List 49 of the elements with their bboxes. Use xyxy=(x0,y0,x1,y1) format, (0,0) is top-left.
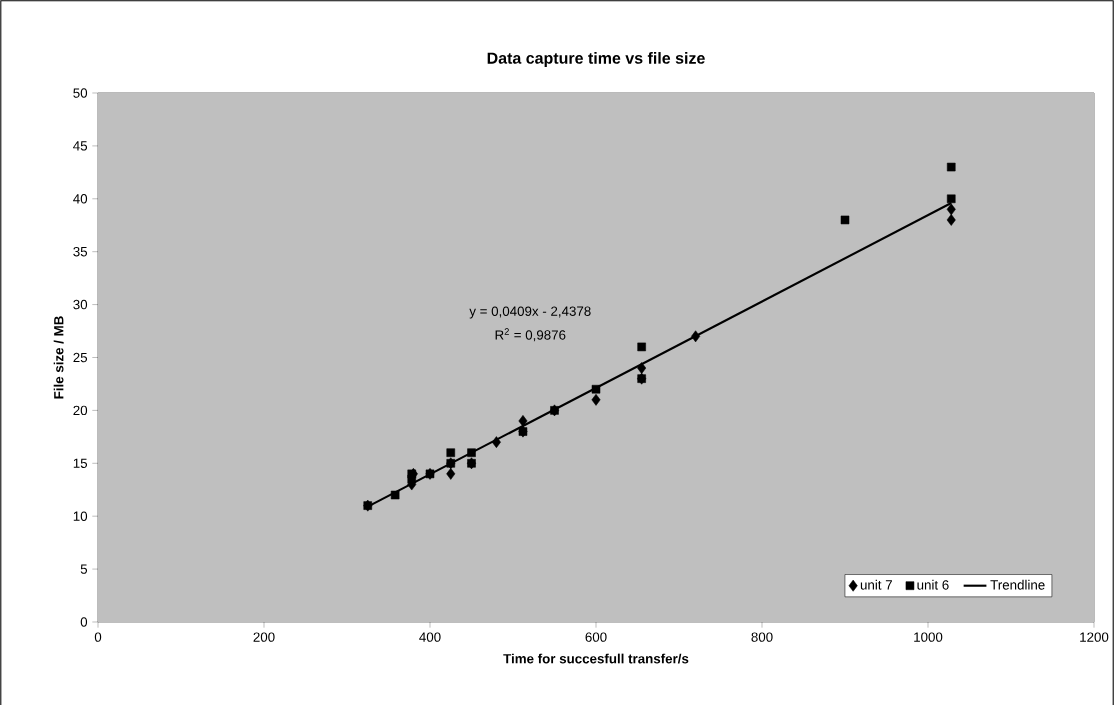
point xyxy=(840,215,850,225)
y-tick-label: 50 xyxy=(73,88,88,98)
y-tick-label: 35 xyxy=(73,246,88,257)
point xyxy=(946,214,956,226)
point xyxy=(946,194,956,204)
y-tick-label: 20 xyxy=(73,405,88,416)
point xyxy=(446,448,456,457)
point xyxy=(591,393,601,406)
y-tick-label: 0 xyxy=(80,617,88,627)
point xyxy=(691,330,701,343)
x-tick-label: 400 xyxy=(419,632,441,642)
y-tick-label: 30 xyxy=(73,299,88,310)
point xyxy=(425,469,435,479)
x-tick-label: 1000 xyxy=(914,632,943,642)
point xyxy=(591,384,601,394)
y-tick-label: 15 xyxy=(73,458,88,468)
legend-label: Trendline xyxy=(990,579,1045,590)
x-tick-label: 1200 xyxy=(1080,632,1109,642)
point xyxy=(637,374,646,383)
point xyxy=(518,415,528,427)
point xyxy=(363,501,373,510)
x-tick-label: 200 xyxy=(253,632,275,642)
x-axis-title: Time for succesfull transfer/s xyxy=(503,653,689,664)
y-tick-label: 5 xyxy=(80,564,88,574)
x-tick-label: 0 xyxy=(94,632,102,642)
x-tick-label: 600 xyxy=(585,632,607,642)
point xyxy=(946,162,956,172)
y-tick-label: 45 xyxy=(73,141,88,151)
point xyxy=(446,468,456,480)
y-tick-label: 40 xyxy=(73,194,88,204)
point xyxy=(390,490,400,500)
legend-label: unit 7 xyxy=(860,579,892,590)
y-tick-label: 25 xyxy=(73,352,88,363)
point xyxy=(467,448,476,457)
point xyxy=(491,436,501,448)
chart-title: Data capture time vs file size xyxy=(487,52,705,67)
y-axis-title: File size / MB xyxy=(53,316,64,399)
point xyxy=(518,427,528,436)
y-tick-label: 10 xyxy=(73,511,88,521)
point xyxy=(467,459,476,468)
point xyxy=(637,342,646,352)
point xyxy=(550,406,559,415)
point xyxy=(946,203,956,216)
x-tick-label: 800 xyxy=(751,632,773,642)
legend-label: unit 6 xyxy=(917,579,949,590)
annotation: y = 0,0409x - 2,4378 xyxy=(469,306,591,319)
point xyxy=(637,362,647,374)
annotation: R$^{2}$ = 0,9876 xyxy=(495,328,566,342)
point xyxy=(446,459,456,468)
